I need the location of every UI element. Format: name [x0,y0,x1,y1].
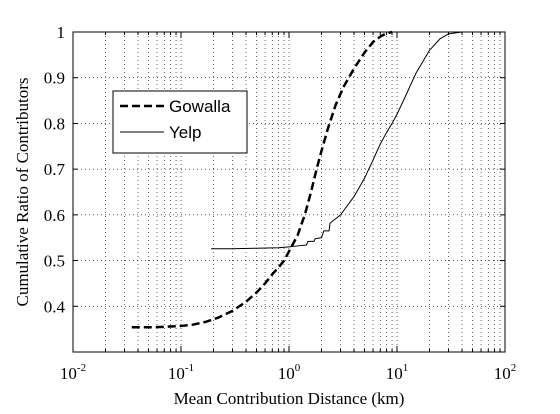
x-tick-label: 102 [494,362,517,383]
x-tick-label: 10-1 [168,362,194,383]
legend-label-yelp: Yelp [169,123,201,142]
y-tick-label: 0.7 [44,160,66,179]
grid-lines [73,32,505,352]
x-tick-label: 100 [278,362,301,383]
legend-box [112,90,248,154]
y-tick-labels: 0.4 0.5 0.6 0.7 0.8 0.9 1 [44,23,66,316]
legend-label-gowalla: Gowalla [169,97,231,116]
x-axis-title: Mean Contribution Distance (km) [174,389,405,408]
legend: Gowalla Yelp [112,90,248,154]
y-tick-label: 0.5 [44,252,65,271]
series-line-gowalla [131,30,393,329]
y-axis-title: Cumulative Ratio of Contributors [13,77,32,306]
x-tick-labels: 10-2 10-1 100 101 102 [60,362,516,383]
y-tick-label: 0.6 [44,206,65,225]
x-tick-label: 10-2 [60,362,86,383]
axis-ticks [73,31,505,352]
y-tick-label: 0.9 [44,69,65,88]
y-tick-label: 0.4 [44,297,66,316]
x-tick-label: 101 [386,362,409,383]
series-line-yelp [211,31,463,250]
y-tick-label: 1 [57,23,66,42]
y-tick-label: 0.8 [44,114,65,133]
series-group [131,30,463,329]
